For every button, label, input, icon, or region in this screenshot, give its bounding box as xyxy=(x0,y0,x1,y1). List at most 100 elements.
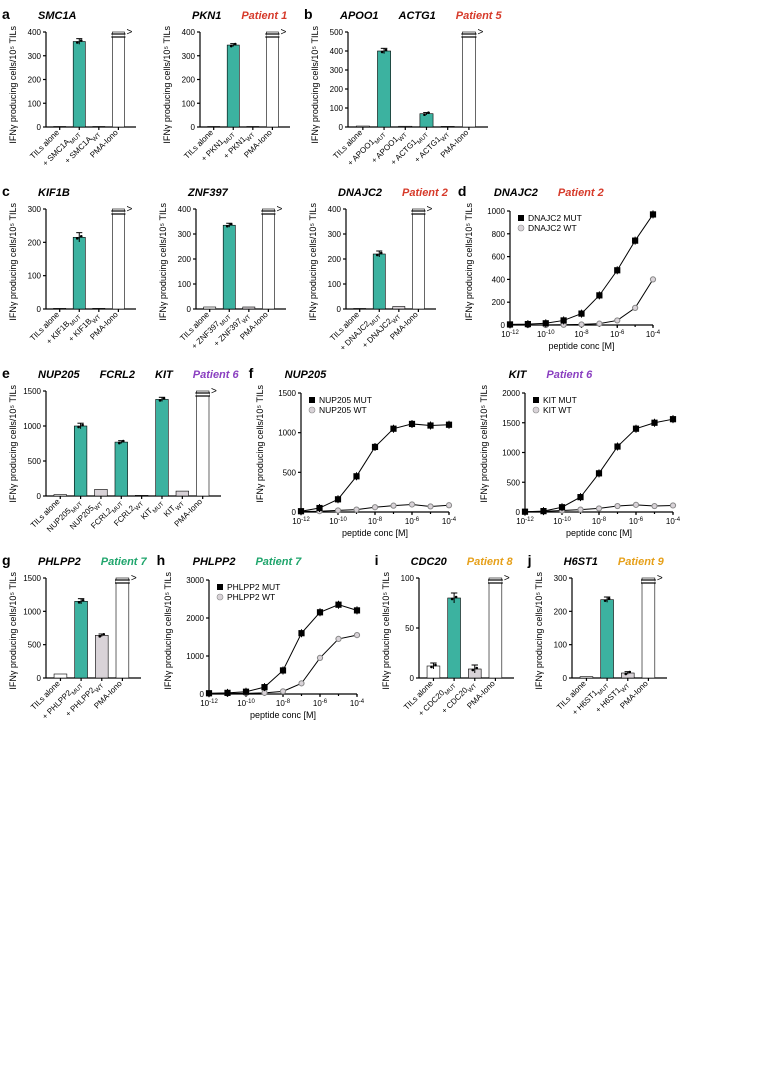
gene-title: FCRL2 xyxy=(100,369,135,381)
svg-text:200: 200 xyxy=(28,238,42,247)
y-axis-label: IFNγ producing cells/10⁵ TILs xyxy=(8,203,18,327)
svg-text:1000: 1000 xyxy=(487,207,505,216)
x-tick-label: PMA-Iono xyxy=(388,310,420,342)
svg-text:0: 0 xyxy=(199,690,204,699)
svg-text:10-10: 10-10 xyxy=(553,517,571,526)
gene-title: NUP205 xyxy=(38,369,80,381)
x-tick-label: PMA-Iono xyxy=(173,497,205,529)
svg-text:100: 100 xyxy=(182,99,196,108)
bar xyxy=(227,45,239,127)
svg-text:10-12: 10-12 xyxy=(292,517,310,526)
x-tick-label: PMA-Iono xyxy=(88,128,120,160)
svg-text:0: 0 xyxy=(37,674,42,683)
svg-text:800: 800 xyxy=(492,230,506,239)
svg-text:10-12: 10-12 xyxy=(501,330,519,339)
svg-text:200: 200 xyxy=(28,76,42,85)
svg-text:0: 0 xyxy=(515,508,520,517)
y-axis-label: IFNγ producing cells/10⁵ TILs xyxy=(255,385,265,509)
bar xyxy=(116,578,129,678)
svg-text:0: 0 xyxy=(409,674,414,683)
y-axis-label: IFNγ producing cells/10⁵ TILs xyxy=(163,572,173,696)
svg-text:>: > xyxy=(503,573,509,584)
bar xyxy=(489,578,502,678)
svg-text:400: 400 xyxy=(328,205,342,214)
x-tick-label: KITMUT xyxy=(139,497,166,524)
svg-text:500: 500 xyxy=(330,28,344,37)
svg-text:>: > xyxy=(131,573,137,584)
svg-text:PHLPP2 WT: PHLPP2 WT xyxy=(227,592,275,602)
bar xyxy=(115,442,128,496)
svg-text:>: > xyxy=(276,204,282,215)
svg-text:0: 0 xyxy=(337,305,342,314)
bar xyxy=(356,126,369,127)
bar xyxy=(642,578,655,678)
svg-text:10-12: 10-12 xyxy=(516,517,534,526)
svg-text:1000: 1000 xyxy=(23,422,41,431)
svg-text:1500: 1500 xyxy=(23,387,41,396)
x-tick-label: PMA-Iono xyxy=(465,679,497,711)
patient-label: Patient 9 xyxy=(618,556,664,568)
patient-label: Patient 7 xyxy=(255,556,301,568)
bar xyxy=(580,677,593,678)
patient-label: Patient 2 xyxy=(558,187,604,199)
bar xyxy=(95,635,108,678)
bar xyxy=(54,308,66,309)
bar xyxy=(399,126,412,127)
y-axis-label: IFNγ producing cells/10⁵ TILs xyxy=(381,572,391,696)
bar xyxy=(54,495,67,496)
gene-title: H6ST1 xyxy=(564,556,598,568)
svg-text:10-6: 10-6 xyxy=(313,699,328,708)
svg-text:500: 500 xyxy=(28,457,42,466)
svg-text:100: 100 xyxy=(400,574,414,583)
svg-text:10-10: 10-10 xyxy=(329,517,347,526)
patient-label: Patient 2 xyxy=(402,187,448,199)
svg-text:600: 600 xyxy=(492,253,506,262)
svg-text:500: 500 xyxy=(282,468,296,477)
svg-text:0: 0 xyxy=(37,492,42,501)
svg-text:NUP205 WT: NUP205 WT xyxy=(319,405,367,415)
svg-text:>: > xyxy=(426,204,432,215)
svg-text:>: > xyxy=(126,27,132,38)
svg-text:500: 500 xyxy=(28,641,42,650)
svg-text:0: 0 xyxy=(562,674,567,683)
bar xyxy=(420,114,433,127)
svg-text:2000: 2000 xyxy=(502,389,520,398)
panel-letter: h xyxy=(157,552,166,568)
x-tick-label: PMA-Iono xyxy=(618,679,650,711)
svg-text:1000: 1000 xyxy=(186,652,204,661)
svg-text:10-6: 10-6 xyxy=(405,517,420,526)
bar xyxy=(266,32,278,127)
bar xyxy=(393,307,405,310)
svg-text:400: 400 xyxy=(182,28,196,37)
svg-text:500: 500 xyxy=(506,478,520,487)
bar xyxy=(447,598,460,678)
svg-text:200: 200 xyxy=(553,607,567,616)
svg-text:0: 0 xyxy=(187,305,192,314)
svg-text:10-8: 10-8 xyxy=(592,517,607,526)
gene-title: ZNF397 xyxy=(188,187,228,199)
bar xyxy=(135,495,148,496)
gene-title: DNAJC2 xyxy=(494,187,538,199)
gene-title: KIT xyxy=(155,369,173,381)
svg-text:1000: 1000 xyxy=(502,449,520,458)
x-tick-label: PMA-Iono xyxy=(242,128,274,160)
svg-text:0: 0 xyxy=(37,305,42,314)
patient-label: Patient 6 xyxy=(546,369,592,381)
svg-text:300: 300 xyxy=(182,52,196,61)
gene-title: CDC20 xyxy=(411,556,447,568)
y-axis-label: IFNγ producing cells/10⁵ TILs xyxy=(479,385,489,509)
y-axis-label: IFNγ producing cells/10⁵ TILs xyxy=(308,203,318,327)
svg-text:10-4: 10-4 xyxy=(666,517,681,526)
svg-text:200: 200 xyxy=(178,255,192,264)
bar xyxy=(377,51,390,127)
bar xyxy=(75,601,88,678)
bar xyxy=(354,309,366,310)
svg-text:>: > xyxy=(280,27,286,38)
svg-text:10-8: 10-8 xyxy=(276,699,291,708)
svg-text:300: 300 xyxy=(553,574,567,583)
panel-letter: c xyxy=(2,183,10,199)
svg-text:300: 300 xyxy=(330,66,344,75)
svg-text:300: 300 xyxy=(178,230,192,239)
svg-text:10-8: 10-8 xyxy=(574,330,589,339)
panel-letter: f xyxy=(249,365,254,381)
